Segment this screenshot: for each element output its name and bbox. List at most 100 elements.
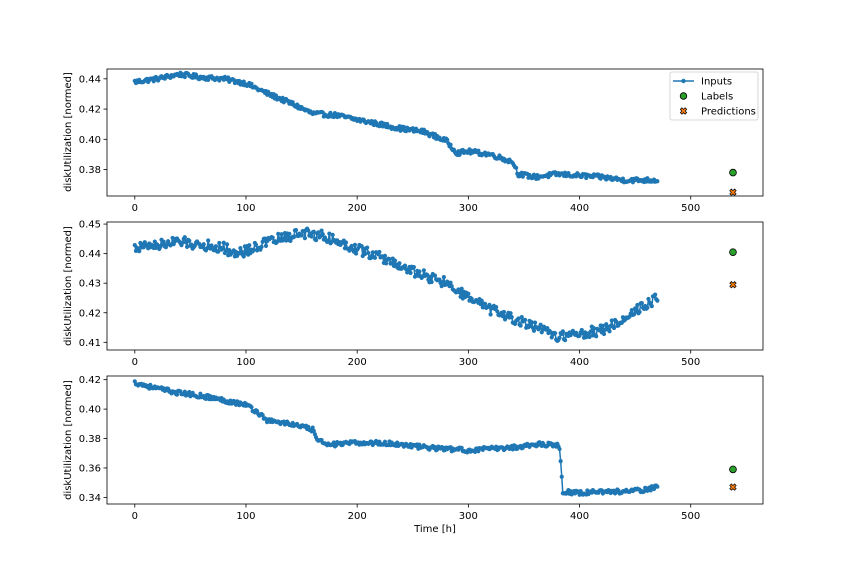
- inputs-point: [349, 243, 354, 249]
- inputs-point: [611, 325, 617, 331]
- y-tick-label: 0.45: [79, 220, 101, 231]
- legend-inputs-marker: [681, 78, 686, 84]
- inputs-point: [311, 428, 316, 433]
- y-tick-label: 0.42: [79, 105, 101, 116]
- inputs-point: [479, 298, 484, 303]
- y-tick-label: 0.34: [79, 493, 101, 504]
- inputs-point: [201, 242, 206, 247]
- inputs-point: [293, 227, 299, 233]
- inputs-point: [459, 445, 464, 450]
- inputs-point: [588, 329, 593, 334]
- prediction-point: [729, 280, 737, 289]
- inputs-point: [476, 148, 481, 153]
- inputs-point: [241, 79, 246, 84]
- legend-predictions-label: Predictions: [701, 107, 756, 118]
- inputs-point: [559, 474, 564, 479]
- inputs-point: [648, 488, 653, 493]
- y-tick-label: 0.38: [79, 165, 101, 176]
- inputs-point: [385, 121, 390, 127]
- inputs-point: [645, 305, 650, 310]
- inputs-point: [482, 301, 488, 306]
- inputs-point: [249, 81, 254, 86]
- inputs-point: [531, 328, 537, 333]
- prediction-marker-shape: [729, 280, 737, 289]
- inputs-point: [270, 235, 275, 240]
- x-tick-label: 0: [132, 357, 138, 368]
- inputs-point: [372, 255, 378, 260]
- inputs-point: [437, 277, 442, 282]
- inputs-point: [137, 249, 142, 254]
- y-axis-label: diskUtilization [normed]: [63, 72, 74, 192]
- inputs-point: [532, 320, 538, 325]
- inputs-point: [529, 320, 534, 325]
- inputs-point: [343, 240, 349, 245]
- x-tick-label: 200: [348, 511, 367, 522]
- inputs-point: [353, 251, 359, 256]
- inputs-point: [558, 459, 563, 464]
- label-point: [729, 248, 737, 256]
- inputs-point: [279, 232, 284, 237]
- inputs-point: [552, 331, 558, 336]
- inputs-point: [366, 250, 371, 256]
- x-tick-label: 500: [681, 357, 700, 368]
- inputs-point: [216, 249, 221, 254]
- inputs-point: [651, 486, 657, 492]
- inputs-point: [170, 235, 175, 241]
- data-layer: [132, 379, 737, 497]
- x-tick-label: 500: [681, 203, 700, 214]
- inputs-point: [241, 254, 246, 259]
- subplot-1: 0 100 200 300 400 500 0.38 0.40 0.42 0.44 diskUti…: [63, 68, 764, 214]
- inputs-point: [448, 280, 453, 285]
- inputs-point: [206, 77, 211, 83]
- inputs-point: [457, 290, 462, 295]
- inputs-point: [377, 124, 382, 129]
- y-tick-label: 0.41: [79, 338, 101, 349]
- inputs-point: [514, 165, 519, 171]
- inputs-point: [641, 489, 647, 494]
- x-tick-label: 200: [348, 203, 367, 214]
- inputs-point: [287, 231, 292, 236]
- inputs-point: [253, 242, 259, 247]
- y-axis-label: diskUtilization [normed]: [63, 380, 74, 500]
- inputs-point: [518, 323, 523, 328]
- inputs-point: [260, 413, 265, 418]
- x-tick-label: 500: [681, 511, 700, 522]
- inputs-point: [480, 305, 485, 310]
- inputs-point: [411, 265, 416, 270]
- inputs-point: [596, 172, 601, 177]
- inputs-point: [421, 268, 426, 273]
- inputs-point: [510, 447, 515, 452]
- axes-frame: [106, 375, 764, 505]
- y-tick-label: 0.40: [79, 135, 101, 146]
- inputs-point: [587, 334, 592, 340]
- inputs-point: [639, 301, 644, 306]
- inputs-point: [309, 234, 314, 239]
- inputs-point: [655, 298, 660, 303]
- inputs-point: [161, 239, 166, 244]
- inputs-point: [365, 245, 370, 250]
- inputs-point: [320, 232, 325, 237]
- inputs-point: [429, 279, 434, 285]
- inputs-point: [607, 329, 612, 334]
- inputs-point: [601, 331, 607, 337]
- y-tick-label: 0.36: [79, 463, 101, 474]
- inputs-point: [629, 308, 634, 313]
- inputs-point: [459, 286, 464, 291]
- inputs-point: [377, 249, 382, 255]
- inputs-point: [251, 247, 256, 252]
- inputs-point: [249, 405, 254, 410]
- inputs-point: [382, 439, 388, 444]
- inputs-point: [408, 270, 413, 276]
- inputs-point: [401, 124, 406, 130]
- inputs-point: [291, 235, 296, 240]
- inputs-point: [562, 338, 568, 343]
- inputs-point: [441, 275, 446, 280]
- inputs-point: [478, 301, 483, 307]
- inputs-point: [182, 74, 187, 80]
- inputs-point: [500, 314, 505, 319]
- inputs-point: [213, 244, 219, 249]
- x-tick-label: 400: [570, 357, 589, 368]
- subplot-3: 0 100 200 300 400 500 0.34 0.36 0.38 0.40 0.42 dis…: [63, 375, 764, 535]
- inputs-point: [488, 312, 493, 317]
- inputs-point: [327, 231, 332, 236]
